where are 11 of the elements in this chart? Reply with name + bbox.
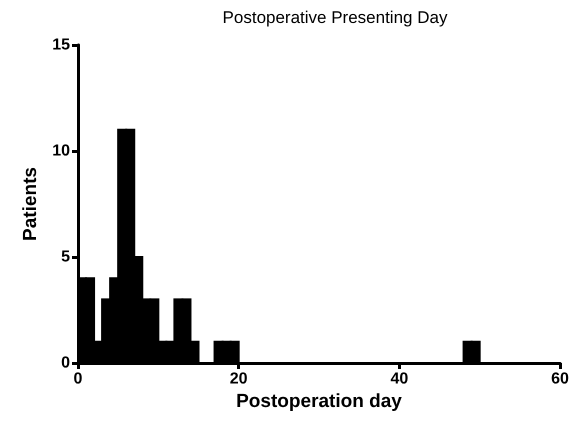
y-axis-title: Patients: [20, 167, 41, 241]
chart-title: Postoperative Presenting Day: [222, 8, 448, 27]
x-tick-label: 0: [74, 370, 83, 388]
y-tick-label: 0: [61, 354, 70, 372]
y-tick-label: 5: [61, 248, 70, 266]
x-tick-label: 40: [390, 370, 408, 388]
x-axis-title: Postoperation day: [236, 390, 402, 412]
y-tick-label: 10: [52, 142, 70, 160]
y-tick-label: 15: [52, 36, 70, 54]
x-tick-label: 20: [230, 370, 248, 388]
x-tick-label: 60: [551, 370, 569, 388]
